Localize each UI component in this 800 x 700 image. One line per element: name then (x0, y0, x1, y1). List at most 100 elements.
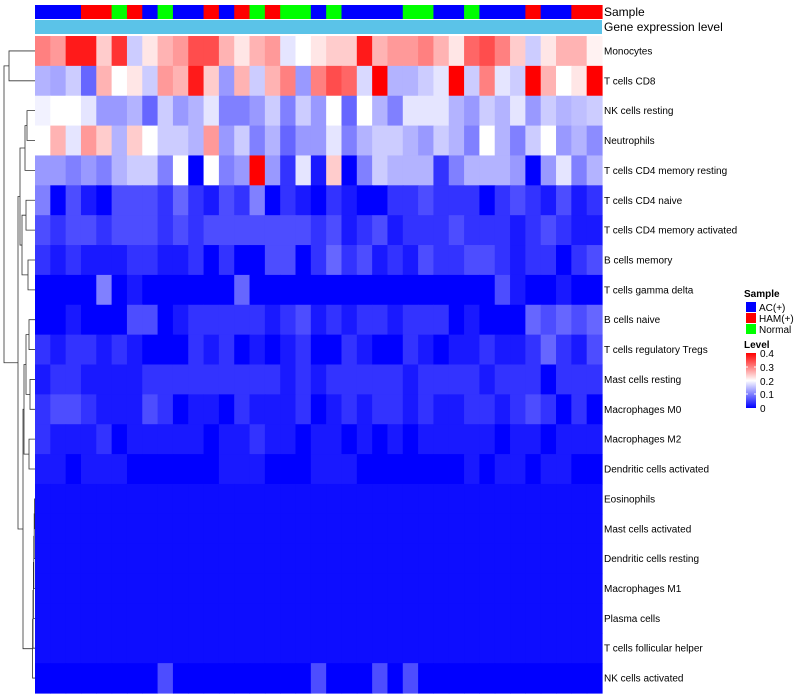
heatmap-cell (433, 543, 450, 575)
heatmap-cell (172, 454, 189, 485)
heatmap-cell (172, 215, 189, 246)
heatmap-cell (111, 424, 128, 455)
heatmap-cell (50, 454, 67, 485)
row-label: NK cells resting (604, 106, 673, 117)
heatmap-cell (264, 394, 281, 425)
heatmap-cell (356, 394, 373, 425)
heatmap-cell (203, 454, 220, 485)
heatmap-cell (341, 95, 358, 127)
sample-annotation-cell (142, 5, 159, 19)
heatmap-cell (96, 65, 113, 97)
heatmap-cell (479, 185, 496, 216)
heatmap-cell (295, 185, 312, 216)
heatmap-cell (80, 483, 97, 515)
sample-annotation-cell (203, 5, 220, 19)
heatmap-cell (96, 215, 113, 246)
heatmap-cell (571, 543, 588, 575)
heatmap-cell (188, 424, 205, 455)
heatmap-cell (586, 95, 603, 127)
heatmap-cell (65, 245, 82, 276)
sample-annotation-cell (418, 5, 435, 19)
heatmap-cell (418, 125, 435, 157)
heatmap-cell (418, 36, 435, 67)
heatmap-cell (126, 245, 143, 276)
heatmap-cell (356, 125, 373, 157)
sample-annotation-cell (96, 5, 113, 19)
heatmap-cell (172, 155, 189, 186)
heatmap-cell (402, 573, 419, 605)
heatmap-cell (142, 36, 159, 67)
heatmap-cell (280, 663, 297, 694)
heatmap-cell (234, 125, 251, 157)
row-label: B cells memory (604, 255, 672, 266)
heatmap-cell (142, 364, 159, 395)
heatmap-cell (540, 334, 557, 366)
heatmap-cell (494, 215, 511, 246)
heatmap-cell (295, 274, 312, 306)
heatmap-cell (494, 245, 511, 276)
heatmap-cell (418, 95, 435, 127)
heatmap-cell (571, 274, 588, 306)
heatmap-cell (264, 364, 281, 395)
heatmap-cell (586, 483, 603, 515)
heatmap-cell (464, 424, 480, 455)
heatmap-cell (310, 663, 327, 694)
heatmap-cell (203, 245, 220, 276)
heatmap-cell (111, 603, 128, 634)
heatmap-cell (464, 334, 480, 366)
heatmap-cell (218, 394, 235, 425)
heatmap-cell (571, 483, 588, 515)
heatmap-cell (172, 274, 189, 306)
heatmap-cell (540, 663, 557, 694)
heatmap-cell (203, 633, 220, 664)
heatmap-cell (556, 215, 572, 246)
heatmap-cell (142, 394, 159, 425)
heatmap-cell (35, 334, 51, 366)
heatmap-cell (464, 603, 480, 634)
heatmap-cell (50, 95, 67, 127)
heatmap-cell (80, 334, 97, 366)
heatmap-cell (218, 424, 235, 455)
heatmap-cell (218, 304, 235, 336)
heatmap-cell (65, 603, 82, 634)
heatmap-cell (157, 65, 174, 97)
heatmap-cell (188, 185, 205, 216)
heatmap-cell (188, 663, 205, 694)
heatmap-cell (188, 513, 205, 545)
heatmap-cell (157, 603, 174, 634)
heatmap-cell (126, 364, 143, 395)
heatmap-cell (464, 245, 480, 276)
heatmap-cell (372, 543, 389, 575)
heatmap-cell (142, 603, 159, 634)
heatmap-cell (234, 334, 251, 366)
heatmap-cell (188, 364, 205, 395)
heatmap-cell (280, 215, 297, 246)
heatmap-cell (172, 483, 189, 515)
heatmap-cell (111, 483, 128, 515)
heatmap-cell (510, 603, 526, 634)
heatmap-cell (326, 424, 343, 455)
heatmap-cell (203, 65, 220, 97)
heatmap-cell (540, 394, 557, 425)
heatmap-cell (126, 36, 143, 67)
heatmap-cell (142, 334, 159, 366)
heatmap-cell (142, 65, 159, 97)
heatmap-cell (387, 633, 404, 664)
heatmap-cell (188, 125, 205, 157)
sample-annotation-cell (356, 5, 373, 19)
heatmap-cell (571, 95, 588, 127)
heatmap-cell (203, 573, 220, 605)
heatmap-cell (280, 155, 297, 186)
heatmap-cell (356, 663, 373, 694)
heatmap-cell (96, 573, 113, 605)
heatmap-cell (464, 573, 480, 605)
heatmap-cell (249, 394, 266, 425)
heatmap-cell (448, 364, 465, 395)
heatmap-cell (586, 304, 603, 336)
heatmap-cell (50, 364, 67, 395)
heatmap-cell (540, 454, 557, 485)
heatmap-cell (525, 185, 542, 216)
heatmap-cell (448, 334, 465, 366)
heatmap-cell (479, 95, 496, 127)
level-tick-0.1: 0.1 (760, 390, 774, 401)
